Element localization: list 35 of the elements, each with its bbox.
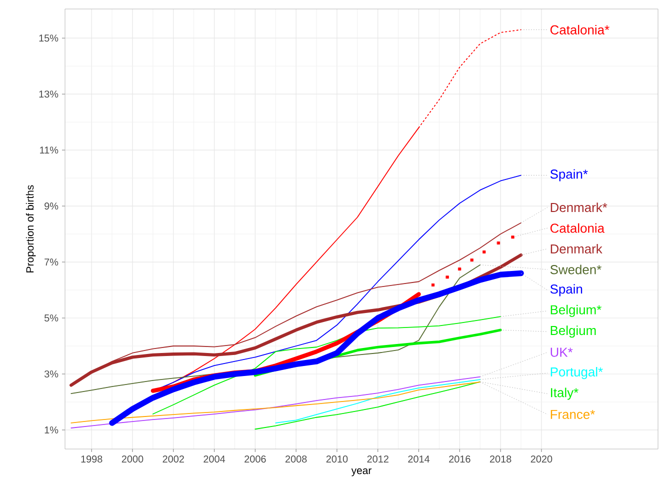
x-tick-label: 2000 [122, 456, 144, 463]
x-tick-label: 2020 [530, 456, 552, 463]
x-tick-label: 2014 [408, 456, 430, 463]
y-tick-label: 3% [44, 370, 58, 378]
y-tick-label: 13% [39, 90, 58, 98]
x-tick-label: 2010 [326, 456, 348, 463]
text: Belgium* [550, 304, 602, 317]
x-tick-label: 2012 [367, 456, 388, 463]
y-axis-title: Proportion of births [26, 185, 36, 272]
text: Italy* [551, 388, 578, 400]
x-tick-label: 2006 [244, 456, 266, 463]
text: Portugal* [550, 366, 603, 380]
x-tick-label: 2004 [204, 456, 226, 463]
x-tick-label: 2018 [490, 456, 512, 463]
y-tick-label: 7% [44, 258, 58, 266]
x-tick-label: 1998 [81, 456, 102, 463]
x-axis-title: year [351, 468, 372, 476]
text: Sweden* [550, 264, 602, 274]
text: Catalonia* [550, 24, 610, 34]
text: Spain* [550, 169, 588, 182]
y-tick-label: 1% [44, 426, 58, 434]
text: France* [550, 410, 595, 419]
text: Denmark* [550, 202, 608, 212]
y-tick-label: 11% [40, 146, 58, 154]
y-tick-label: 9% [44, 202, 58, 210]
text: Belgium [550, 326, 596, 338]
text: Catalonia [550, 223, 605, 233]
y-tick-label: 5% [44, 314, 58, 322]
text: Spain [550, 284, 582, 296]
x-tick-label: 2002 [162, 456, 184, 463]
x-tick-label: 2016 [449, 456, 470, 463]
y-tick-label: 15% [39, 34, 58, 42]
text: UK* [550, 348, 573, 357]
x-tick-label: 2008 [285, 456, 307, 463]
text: Denmark [550, 244, 602, 254]
